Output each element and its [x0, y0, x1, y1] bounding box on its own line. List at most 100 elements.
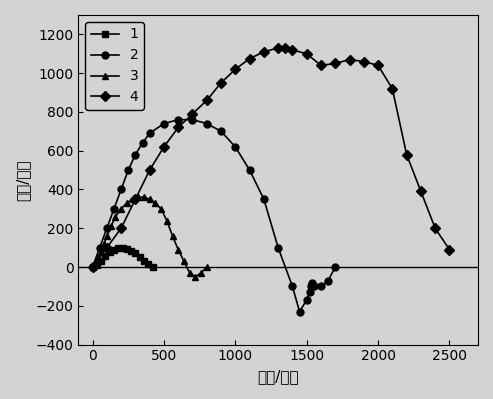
4 — [432, 226, 438, 231]
1 — [94, 263, 100, 267]
1 — [128, 248, 134, 253]
4 — [104, 245, 110, 250]
3 — [192, 275, 198, 279]
1 — [141, 259, 147, 264]
3 — [93, 261, 99, 266]
3 — [98, 249, 104, 254]
3 — [95, 255, 101, 260]
2 — [304, 298, 310, 302]
2 — [140, 140, 145, 145]
X-axis label: 阻抗/欧姆: 阻抗/欧姆 — [257, 369, 299, 384]
3 — [130, 197, 136, 201]
1 — [149, 265, 155, 269]
4 — [332, 61, 338, 66]
2 — [232, 144, 238, 149]
1 — [103, 254, 108, 259]
4 — [175, 125, 181, 130]
4 — [361, 59, 367, 64]
3 — [101, 241, 107, 246]
4 — [90, 265, 96, 269]
3 — [170, 234, 176, 239]
4 — [275, 45, 281, 50]
3 — [198, 271, 204, 275]
1 — [111, 247, 117, 252]
2 — [310, 280, 316, 285]
4 — [318, 63, 324, 68]
1 — [98, 259, 104, 264]
2 — [97, 245, 103, 250]
Legend: 1, 2, 3, 4: 1, 2, 3, 4 — [85, 22, 144, 110]
1 — [145, 262, 151, 267]
3 — [108, 224, 114, 229]
2 — [125, 168, 131, 172]
2 — [325, 278, 331, 283]
4 — [161, 144, 167, 149]
4 — [189, 111, 195, 116]
3 — [158, 206, 164, 211]
2 — [297, 309, 303, 314]
1 — [137, 255, 142, 260]
2 — [307, 290, 313, 294]
3 — [112, 214, 118, 219]
Y-axis label: 电抗/欧姆: 电抗/欧姆 — [15, 159, 30, 201]
2 — [189, 117, 195, 122]
3 — [204, 265, 210, 269]
2 — [147, 131, 153, 136]
4 — [261, 49, 267, 54]
4 — [289, 47, 295, 52]
3 — [118, 206, 124, 211]
2 — [104, 226, 110, 231]
1 — [90, 265, 96, 269]
2 — [261, 197, 267, 201]
2 — [118, 187, 124, 192]
2 — [111, 206, 117, 211]
1 — [115, 245, 121, 250]
3 — [175, 247, 181, 252]
4 — [375, 63, 381, 68]
Line: 4: 4 — [89, 44, 453, 271]
3 — [147, 197, 153, 201]
1 — [120, 245, 126, 250]
4 — [282, 45, 288, 50]
2 — [318, 284, 324, 289]
4 — [147, 168, 153, 172]
2 — [218, 129, 224, 134]
3 — [181, 259, 187, 264]
2 — [175, 117, 181, 122]
4 — [447, 247, 453, 252]
3 — [164, 218, 170, 223]
Line: 1: 1 — [89, 244, 156, 271]
4 — [133, 197, 139, 201]
4 — [246, 56, 252, 61]
2 — [289, 284, 295, 289]
3 — [104, 234, 110, 239]
3 — [152, 201, 158, 205]
Line: 2: 2 — [89, 116, 339, 315]
4 — [418, 189, 424, 194]
3 — [90, 265, 96, 269]
4 — [389, 86, 395, 91]
3 — [135, 195, 141, 200]
4 — [404, 152, 410, 157]
4 — [204, 98, 210, 103]
3 — [141, 195, 147, 200]
3 — [187, 271, 193, 275]
4 — [232, 67, 238, 72]
2 — [204, 121, 210, 126]
4 — [304, 51, 310, 56]
2 — [311, 284, 317, 289]
4 — [118, 226, 124, 231]
1 — [124, 246, 130, 251]
4 — [347, 57, 352, 62]
1 — [133, 251, 139, 256]
4 — [218, 81, 224, 85]
2 — [133, 152, 139, 157]
Line: 3: 3 — [89, 194, 210, 280]
2 — [90, 265, 96, 269]
2 — [275, 245, 281, 250]
2 — [332, 265, 338, 269]
2 — [161, 121, 167, 126]
1 — [107, 250, 113, 255]
2 — [246, 168, 252, 172]
3 — [124, 201, 130, 205]
